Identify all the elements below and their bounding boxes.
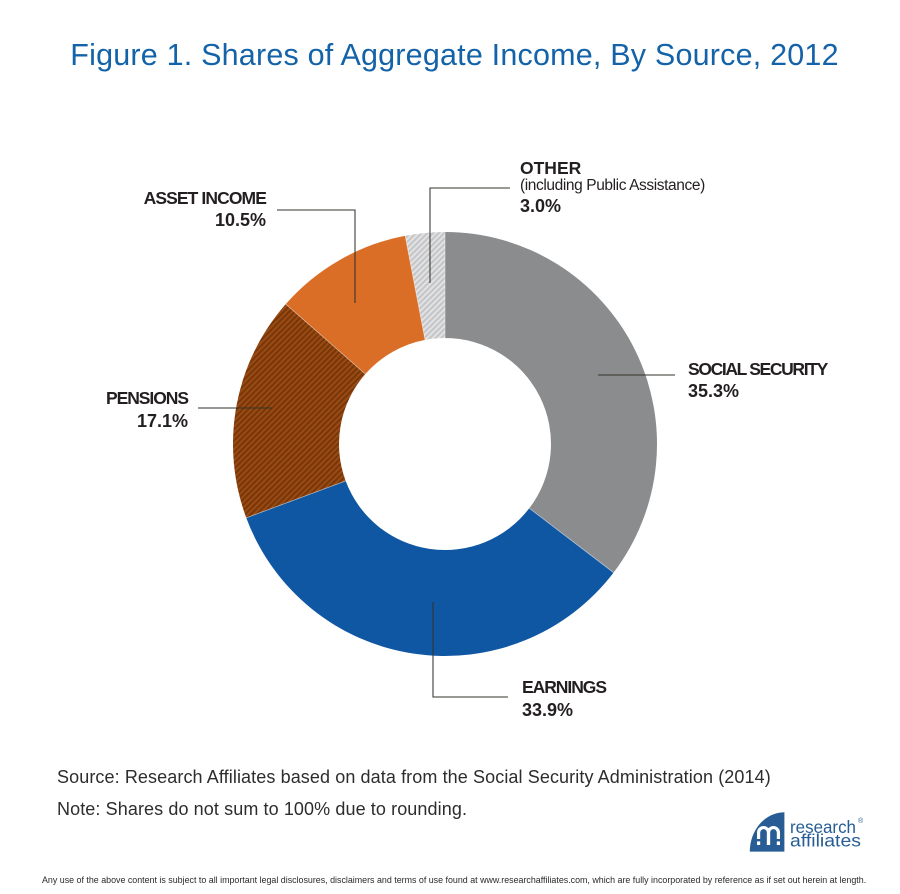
leader-line-other — [429, 187, 510, 283]
segment-label-pensions: PENSIONS 17.1% — [105, 387, 189, 433]
pie-slice-earnings — [246, 480, 614, 656]
segment-value: 3.0% — [520, 196, 562, 216]
slice-separator — [404, 235, 426, 341]
logo-foot-left — [757, 841, 761, 845]
legal-disclaimer: Any use of the above content is subject … — [42, 875, 867, 885]
segment-value: 10.5% — [214, 209, 266, 230]
segment-name: EARNINGS — [522, 676, 607, 697]
leader-line-earnings — [432, 602, 508, 698]
chart-title: Figure 1. Shares of Aggregate Income, By… — [70, 38, 839, 72]
leader-line-asset — [277, 209, 356, 303]
slice-separators — [245, 231, 615, 574]
donut-slices — [233, 232, 658, 656]
segment-sublabel: (including Public Assistance) — [520, 176, 705, 194]
logo-word-affiliates: affiliates — [790, 831, 861, 851]
segment-label-social-security: SOCIAL SECURITY 35.3% — [688, 358, 828, 402]
segment-value: 35.3% — [688, 381, 740, 401]
segment-label-other: OTHER (including Public Assistance) 3.0% — [520, 158, 705, 218]
segment-label-asset-income: ASSET INCOME 10.5% — [143, 188, 267, 231]
segment-value: 17.1% — [136, 411, 188, 431]
segment-value: 33.9% — [522, 699, 574, 720]
logo-word-research: research — [790, 817, 856, 837]
slice-separator — [245, 480, 347, 519]
source-note: Source: Research Affiliates based on dat… — [57, 767, 771, 787]
pie-slice-pensions — [233, 304, 366, 518]
logo-mark — [749, 812, 785, 852]
research-affiliates-logo: research ® affiliates — [749, 812, 864, 852]
rounding-note: Note: Shares do not sum to 100% due to r… — [57, 798, 468, 819]
logo-monogram — [757, 826, 780, 845]
registered-mark: ® — [858, 817, 864, 825]
pie-slice-other — [405, 232, 445, 340]
leader-lines — [198, 187, 675, 698]
segment-name: PENSIONS — [105, 388, 189, 408]
logo-foot-right — [776, 841, 780, 845]
pie-slice-asset-income — [285, 235, 426, 375]
segment-name: ASSET INCOME — [143, 188, 267, 208]
logo-text: research ® affiliates — [790, 817, 864, 851]
slice-separator — [528, 507, 615, 574]
segment-label-earnings: EARNINGS 33.9% — [522, 676, 607, 722]
segment-name: OTHER — [520, 157, 582, 178]
segment-name: SOCIAL SECURITY — [688, 359, 828, 379]
pie-slice-social-security — [445, 232, 658, 573]
slice-separator — [285, 303, 367, 375]
notes-block: Source: Research Affiliates based on dat… — [57, 762, 771, 825]
